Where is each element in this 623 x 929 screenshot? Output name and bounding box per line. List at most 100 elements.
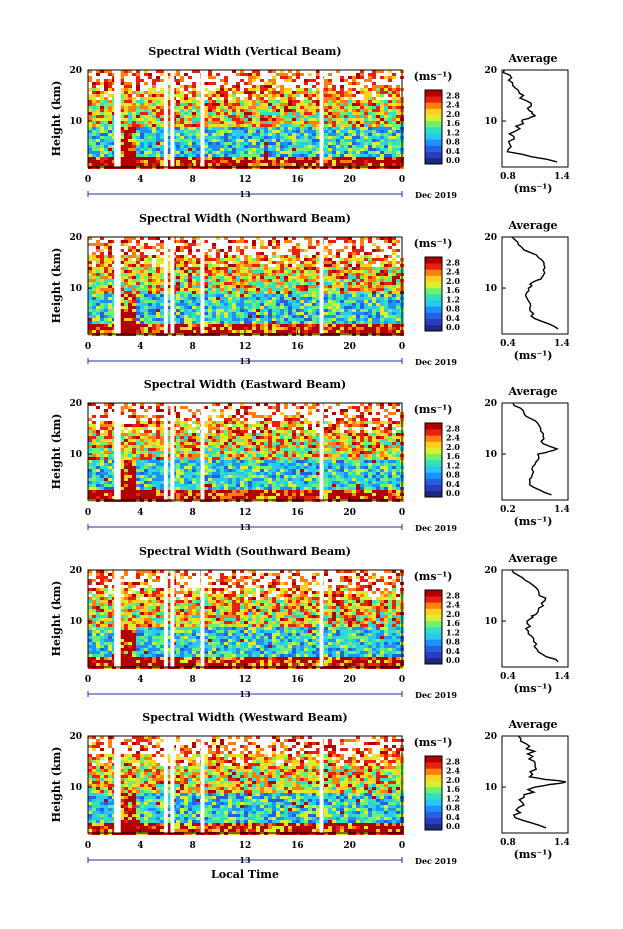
heatmap-cell xyxy=(108,85,112,88)
heatmap-cell xyxy=(256,270,260,273)
heatmap-cell xyxy=(352,315,356,318)
heatmap-cell xyxy=(284,106,288,109)
heatmap-cell xyxy=(228,288,232,291)
heatmap-cell xyxy=(364,88,368,91)
data-gap xyxy=(200,70,205,167)
heatmap-cell xyxy=(112,294,116,297)
heatmap-cell xyxy=(88,106,92,109)
heatmap-cell xyxy=(324,112,328,115)
heatmap-cell xyxy=(228,415,232,418)
heatmap-cell xyxy=(88,145,92,148)
heatmap-cell xyxy=(176,418,180,421)
heatmap-cell xyxy=(88,324,92,327)
heatmap-cell xyxy=(100,285,104,288)
heatmap-cell xyxy=(312,330,316,333)
heatmap-cell xyxy=(196,312,200,315)
colorbar-swatch xyxy=(425,269,442,276)
heatmap-cell xyxy=(324,79,328,82)
heatmap-cell xyxy=(324,145,328,148)
heatmap-cell xyxy=(244,163,248,166)
heatmap-cell xyxy=(288,418,292,421)
heatmap-cell xyxy=(296,249,300,252)
heatmap-cell xyxy=(168,282,172,285)
heatmap-cell xyxy=(380,160,384,163)
heatmap-cell xyxy=(284,109,288,112)
heatmap-cell xyxy=(124,291,128,294)
heatmap-cell xyxy=(184,324,188,327)
heatmap-cell xyxy=(292,297,296,300)
heatmap-cell xyxy=(216,309,220,312)
heatmap-cell xyxy=(272,406,276,409)
heatmap-cell xyxy=(224,106,228,109)
heatmap-cell xyxy=(108,318,112,321)
heatmap-cell xyxy=(376,246,380,249)
heatmap-cell xyxy=(168,273,172,276)
heatmap-cell xyxy=(96,285,100,288)
heatmap-cell xyxy=(208,139,212,142)
heatmap-cell xyxy=(336,267,340,270)
heatmap-cell xyxy=(360,106,364,109)
heatmap-cell xyxy=(244,124,248,127)
heatmap-cell xyxy=(336,97,340,100)
heatmap-cell xyxy=(112,145,116,148)
heatmap-cell xyxy=(204,258,208,261)
heatmap-cell xyxy=(184,297,188,300)
heatmap-cell xyxy=(144,279,148,282)
heatmap-cell xyxy=(260,151,264,154)
heatmap-cell xyxy=(232,258,236,261)
heatmap-cell xyxy=(376,109,380,112)
heatmap-cell xyxy=(384,142,388,145)
heatmap-cell xyxy=(256,70,260,73)
heatmap-cell xyxy=(324,415,328,418)
heatmap-cell xyxy=(176,279,180,282)
heatmap-cell xyxy=(228,285,232,288)
heatmap-cell xyxy=(216,291,220,294)
heatmap-cell xyxy=(308,100,312,103)
colorbar-swatch xyxy=(425,294,442,301)
heatmap-cell xyxy=(248,115,252,118)
colorbar-swatch xyxy=(425,281,442,289)
heatmap-cell xyxy=(132,412,136,415)
heatmap-cell xyxy=(128,112,132,115)
colorbar-swatch xyxy=(425,96,442,103)
heatmap-cell xyxy=(284,157,288,160)
heatmap-cell xyxy=(388,288,392,291)
heatmap-cell xyxy=(352,246,356,249)
heatmap-cell xyxy=(228,312,232,315)
heatmap-cell xyxy=(152,148,156,151)
heatmap-cell xyxy=(232,309,236,312)
heatmap-cell xyxy=(108,306,112,309)
heatmap-cell xyxy=(288,160,292,163)
heatmap-cell xyxy=(244,312,248,315)
heatmap-cell xyxy=(316,142,320,145)
heatmap-cell xyxy=(88,97,92,100)
heatmap-cell xyxy=(380,279,384,282)
heatmap-cell xyxy=(208,70,212,73)
heatmap-cell xyxy=(148,330,152,333)
heatmap-cell xyxy=(224,258,228,261)
heatmap-cell xyxy=(368,330,372,333)
heatmap-cell xyxy=(340,154,344,157)
heatmap-cell xyxy=(384,139,388,142)
heatmap-cell xyxy=(220,312,224,315)
heatmap-cell xyxy=(328,151,332,154)
heatmap-cell xyxy=(304,151,308,154)
heatmap-cell xyxy=(212,306,216,309)
heatmap-cell xyxy=(336,261,340,264)
heatmap-cell xyxy=(144,100,148,103)
heatmap-cell xyxy=(168,136,172,139)
heatmap-cell xyxy=(316,136,320,139)
heatmap-cell xyxy=(124,309,128,312)
heatmap-cell xyxy=(152,121,156,124)
heatmap-cell xyxy=(148,421,152,424)
heatmap-cell xyxy=(188,243,192,246)
heatmap-cell xyxy=(144,264,148,267)
heatmap-cell xyxy=(376,130,380,133)
heatmap-cell xyxy=(272,282,276,285)
heatmap-cell xyxy=(188,324,192,327)
heatmap-cell xyxy=(96,133,100,136)
heatmap-cell xyxy=(108,279,112,282)
heatmap-cell xyxy=(268,273,272,276)
heatmap-cell xyxy=(124,330,128,333)
heatmap-cell xyxy=(268,79,272,82)
